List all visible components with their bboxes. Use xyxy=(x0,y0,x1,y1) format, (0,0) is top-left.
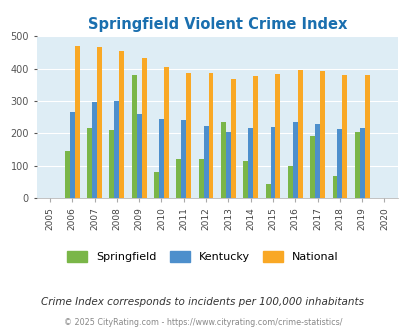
Bar xyxy=(337,129,341,198)
Bar xyxy=(203,126,208,198)
Title: Springfield Violent Crime Index: Springfield Violent Crime Index xyxy=(87,17,346,32)
Bar xyxy=(208,73,213,198)
Bar xyxy=(198,159,203,198)
Bar xyxy=(141,58,146,198)
Bar xyxy=(132,75,136,198)
Text: © 2025 CityRating.com - https://www.cityrating.com/crime-statistics/: © 2025 CityRating.com - https://www.city… xyxy=(64,318,341,327)
Bar xyxy=(341,75,346,198)
Bar xyxy=(119,51,124,198)
Bar xyxy=(230,79,235,198)
Bar xyxy=(87,128,92,198)
Bar xyxy=(92,102,97,198)
Bar xyxy=(354,132,359,198)
Bar xyxy=(252,76,258,198)
Bar xyxy=(364,75,369,198)
Bar xyxy=(109,130,114,198)
Bar xyxy=(292,122,297,198)
Bar xyxy=(247,128,252,198)
Text: Crime Index corresponds to incidents per 100,000 inhabitants: Crime Index corresponds to incidents per… xyxy=(41,297,364,307)
Bar xyxy=(136,114,141,198)
Legend: Springfield, Kentucky, National: Springfield, Kentucky, National xyxy=(63,247,342,267)
Bar xyxy=(65,151,70,198)
Bar xyxy=(181,120,186,198)
Bar xyxy=(314,124,319,198)
Bar xyxy=(97,47,102,198)
Bar xyxy=(309,136,314,198)
Bar xyxy=(297,70,302,198)
Bar xyxy=(220,122,225,198)
Bar xyxy=(319,71,324,198)
Bar xyxy=(243,161,247,198)
Bar xyxy=(176,159,181,198)
Bar xyxy=(186,73,191,198)
Bar xyxy=(265,184,270,198)
Bar xyxy=(159,119,164,198)
Bar xyxy=(75,46,79,198)
Bar xyxy=(359,128,364,198)
Bar xyxy=(164,67,168,198)
Bar xyxy=(70,112,75,198)
Bar xyxy=(275,74,279,198)
Bar xyxy=(225,132,230,198)
Bar xyxy=(114,101,119,198)
Bar xyxy=(332,176,337,198)
Bar xyxy=(287,166,292,198)
Bar xyxy=(154,172,159,198)
Bar xyxy=(270,127,275,198)
